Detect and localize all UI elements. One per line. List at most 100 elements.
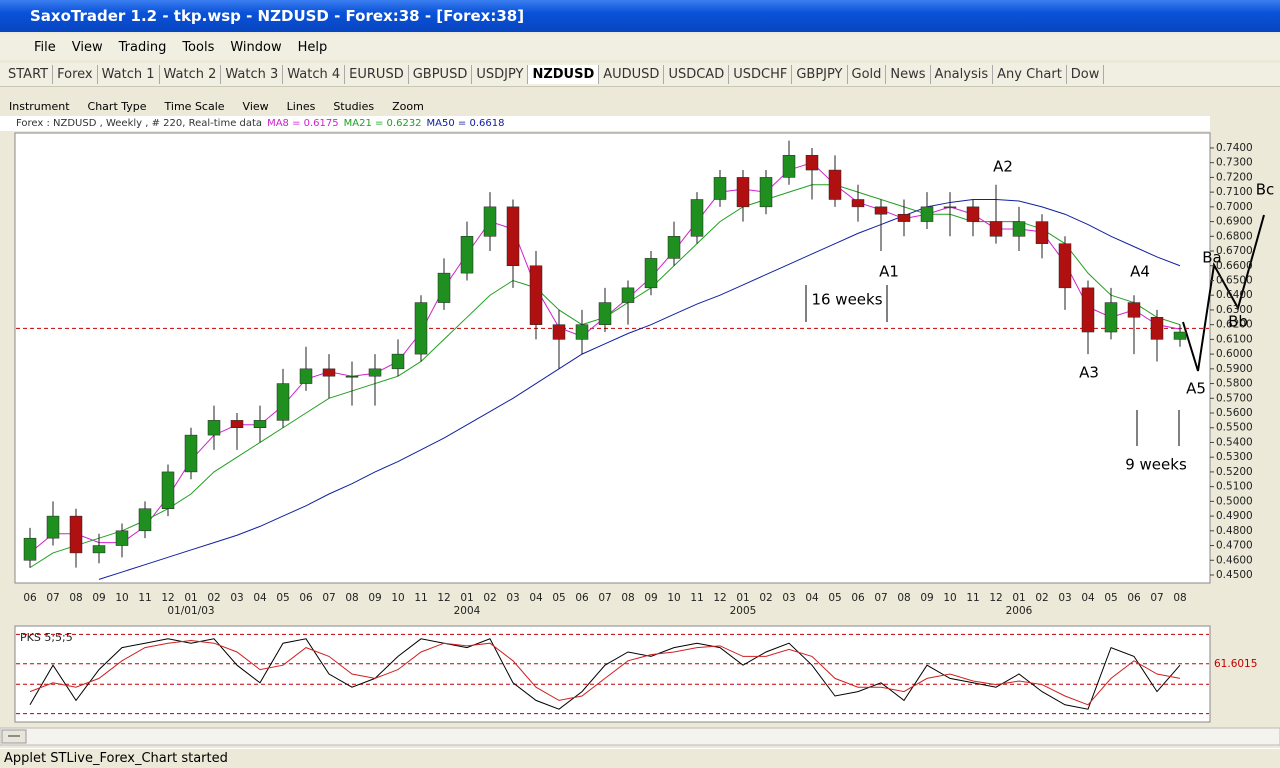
candle-body bbox=[138, 508, 152, 532]
candle-body bbox=[437, 272, 451, 303]
x-tick-label: 02 bbox=[759, 592, 772, 604]
legend-entry: MA50 = 0.6618 bbox=[426, 118, 505, 129]
candle-body bbox=[552, 324, 566, 340]
x-tick-label: 10 bbox=[943, 592, 956, 604]
menu-item[interactable]: View bbox=[71, 39, 103, 55]
toolbar-item[interactable]: Studies bbox=[333, 99, 375, 113]
annotation: Bb bbox=[1228, 313, 1248, 331]
tab[interactable]: GBPJPY bbox=[792, 65, 848, 84]
candle-body bbox=[805, 155, 819, 171]
candle-body bbox=[897, 213, 911, 222]
x-tick-label: 02 bbox=[207, 592, 220, 604]
x-tick-label: 12 bbox=[989, 592, 1002, 604]
tab[interactable]: Watch 3 bbox=[221, 65, 284, 84]
annotation: A1 bbox=[879, 263, 899, 281]
candle-body bbox=[1150, 317, 1164, 340]
y-tick-label: 0.6300 bbox=[1216, 304, 1253, 316]
oscillator-line bbox=[29, 640, 1181, 706]
tab[interactable]: Watch 1 bbox=[98, 65, 160, 84]
candle-body bbox=[184, 434, 198, 473]
tab[interactable]: USDCAD bbox=[664, 65, 730, 84]
tab[interactable]: USDJPY bbox=[472, 65, 529, 84]
x-tick-label: 12 bbox=[161, 592, 174, 604]
tab[interactable]: Any Chart bbox=[993, 65, 1067, 84]
tab[interactable]: Gold bbox=[848, 65, 887, 84]
y-tick-label: 0.6200 bbox=[1216, 319, 1253, 331]
candle-body bbox=[115, 530, 129, 546]
x-tick-label: 06 bbox=[575, 592, 589, 604]
tab[interactable]: Forex bbox=[53, 65, 98, 84]
annotation: Bc bbox=[1256, 181, 1275, 199]
menu-item[interactable]: Window bbox=[230, 39, 282, 55]
status-bar: Applet STLive_Forex_Chart started bbox=[0, 748, 1280, 768]
oscillator-line bbox=[29, 638, 1181, 710]
candle-body bbox=[575, 324, 589, 340]
x-tick-label: 07 bbox=[1150, 592, 1163, 604]
menu-item[interactable]: File bbox=[34, 39, 56, 55]
candle-body bbox=[851, 199, 865, 208]
scrollbar[interactable] bbox=[0, 727, 1280, 746]
tab[interactable]: Dow bbox=[1067, 65, 1105, 84]
y-tick-label: 0.6400 bbox=[1216, 289, 1253, 301]
tab[interactable]: News bbox=[886, 65, 931, 84]
candle-body bbox=[1012, 221, 1026, 237]
menu-item[interactable]: Tools bbox=[182, 39, 215, 55]
tab[interactable]: AUDUSD bbox=[599, 65, 665, 84]
x-tick-label: 09 bbox=[644, 592, 657, 604]
legend-entry: MA8 = 0.6175 bbox=[267, 118, 339, 129]
toolbar-item[interactable]: Lines bbox=[286, 99, 316, 113]
toolbar-item[interactable]: Zoom bbox=[392, 99, 424, 113]
y-tick-label: 0.5200 bbox=[1216, 466, 1253, 478]
oscillator-pane bbox=[14, 625, 1211, 723]
tab[interactable]: GBPUSD bbox=[409, 65, 473, 84]
menu-bar: File View Trading Tools Window Help bbox=[0, 34, 1280, 60]
candle-body bbox=[414, 302, 428, 355]
tab[interactable]: NZDUSD bbox=[528, 65, 600, 84]
oscillator-level-label: 61.6015 bbox=[1214, 658, 1257, 670]
y-tick-label: 0.5600 bbox=[1216, 407, 1253, 419]
y-tick-label: 0.5500 bbox=[1216, 422, 1253, 434]
menu-item[interactable]: Help bbox=[297, 39, 328, 55]
menu-item[interactable]: Trading bbox=[118, 39, 167, 55]
y-tick-label: 0.5000 bbox=[1216, 495, 1253, 507]
x-tick-label: 08 bbox=[69, 592, 82, 604]
tab[interactable]: Analysis bbox=[931, 65, 994, 84]
x-tick-label: 05 bbox=[552, 592, 565, 604]
y-tick-label: 0.5400 bbox=[1216, 436, 1253, 448]
toolbar-item[interactable]: Instrument bbox=[9, 99, 70, 113]
candle-body bbox=[230, 420, 244, 428]
toolbar-item[interactable]: View bbox=[242, 99, 269, 113]
x-tick-label: 12 bbox=[713, 592, 726, 604]
toolbar-item[interactable]: Chart Type bbox=[87, 99, 147, 113]
candle-body bbox=[345, 375, 359, 378]
moving-average bbox=[98, 198, 1181, 580]
annotation: A4 bbox=[1130, 263, 1150, 281]
y-tick-label: 0.4700 bbox=[1216, 540, 1253, 552]
toolbar-item[interactable]: Time Scale bbox=[164, 99, 225, 113]
x-tick-label: 06 bbox=[23, 592, 37, 604]
candle-body bbox=[391, 353, 405, 370]
candle-body bbox=[759, 177, 773, 208]
x-tick-label: 01 bbox=[1012, 592, 1025, 604]
tab[interactable]: Watch 2 bbox=[160, 65, 222, 84]
x-tick-label: 07 bbox=[46, 592, 59, 604]
y-tick-label: 0.6700 bbox=[1216, 245, 1253, 257]
title-bar: SaxoTrader 1.2 - tkp.wsp - NZDUSD - Fore… bbox=[0, 0, 1280, 32]
window-title: SaxoTrader 1.2 - tkp.wsp - NZDUSD - Fore… bbox=[30, 7, 525, 25]
annotation: 16 weeks bbox=[811, 291, 882, 309]
candle-body bbox=[920, 206, 934, 222]
tab[interactable]: START bbox=[4, 65, 54, 84]
y-tick-label: 0.7000 bbox=[1216, 201, 1253, 213]
x-tick-label: 06 bbox=[299, 592, 313, 604]
tab[interactable]: Watch 4 bbox=[283, 65, 346, 84]
y-tick-label: 0.7100 bbox=[1216, 186, 1253, 198]
x-tick-label: 03 bbox=[506, 592, 519, 604]
tab[interactable]: USDCHF bbox=[729, 65, 793, 84]
tab[interactable]: EURUSD bbox=[345, 65, 409, 84]
candle-body bbox=[368, 368, 382, 377]
y-tick-label: 0.4600 bbox=[1216, 554, 1253, 566]
y-tick-label: 0.6000 bbox=[1216, 348, 1253, 360]
x-tick-label: 09 bbox=[920, 592, 933, 604]
y-tick-label: 0.5100 bbox=[1216, 481, 1253, 493]
